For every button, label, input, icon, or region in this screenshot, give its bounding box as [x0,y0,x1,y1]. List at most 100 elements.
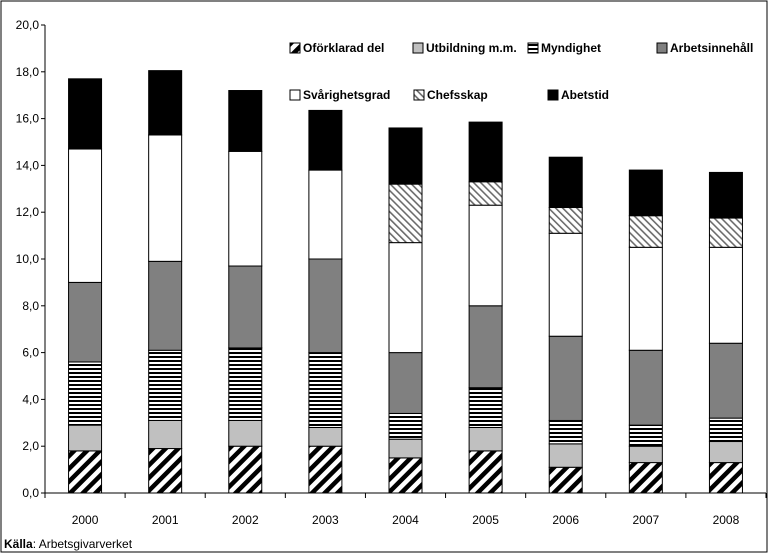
bar-segment-arbetsinnehåll-2008 [708,342,743,419]
bar-segment-myndighet-2008 [708,417,743,443]
bar-segment-utbildning-m-m--2001 [148,419,183,450]
bars [68,70,743,494]
bar-segment-svårighetsgrad-2003 [308,169,343,260]
x-tick-label: 2008 [713,513,740,527]
y-tick-label: 12,0 [16,205,40,219]
legend-swatch-oförklarad-del [289,42,301,54]
y-tick-label: 0,0 [22,486,39,500]
bar-segment-abetstid-2008 [708,171,743,219]
bar-segment-oförklarad-del-2005 [468,450,503,494]
legend-swatch-utbildning-m-m- [412,42,424,54]
y-tick-label: 6,0 [22,346,39,360]
bar-segment-myndighet-2004 [388,412,423,440]
bar-segment-abetstid-2004 [388,127,423,185]
bar-segment-chefsskap-2005 [468,181,503,206]
bar-segment-svårighetsgrad-2005 [468,204,503,307]
bar-segment-svårighetsgrad-2000 [68,148,103,283]
bar-segment-svårighetsgrad-2008 [708,246,743,344]
bar-segment-chefsskap-2004 [388,183,423,244]
bar-segment-utbildning-m-m--2005 [468,426,503,452]
legend-label-myndighet: Myndighet [541,41,601,55]
bar-segment-oförklarad-del-2004 [388,457,423,494]
bar-segment-arbetsinnehåll-2003 [308,258,343,354]
legend-label-oförklarad-del: Oförklarad del [303,41,384,55]
bar-segment-oförklarad-del-2000 [68,450,103,494]
x-tick-label: 2002 [232,513,259,527]
bar-segment-myndighet-2006 [548,419,583,445]
legend-label-chefsskap: Chefsskap [427,88,488,102]
bar-segment-abetstid-2006 [548,156,583,209]
bar-segment-svårighetsgrad-2007 [628,246,663,351]
legend-swatch-chefsskap [413,89,425,101]
bar-segment-abetstid-2000 [68,78,103,150]
y-tick-label: 2,0 [22,439,39,453]
bar-segment-svårighetsgrad-2006 [548,232,583,337]
bar-segment-utbildning-m-m--2008 [708,441,743,464]
legend-label-abetstid: Abetstid [561,88,609,102]
bar-segment-myndighet-2003 [308,352,343,428]
bar-segment-utbildning-m-m--2004 [388,438,423,459]
bar-segment-oförklarad-del-2006 [548,466,583,494]
bar-segment-abetstid-2001 [148,70,183,136]
source-note: Källa: Arbetsgivarverket [4,537,132,551]
x-tick-label: 2007 [632,513,659,527]
bar-segment-oförklarad-del-2001 [148,448,183,494]
legend-label-utbildning-m-m-: Utbildning m.m. [426,41,517,55]
bar-segment-utbildning-m-m--2002 [228,419,263,447]
bar-segment-oförklarad-del-2007 [628,462,663,494]
x-tick-label: 2003 [312,513,339,527]
legend-swatch-myndighet [527,42,539,54]
bar-segment-abetstid-2005 [468,121,503,183]
legend: Oförklarad del Utbildning m.m. Myndighet Ar… [289,41,753,102]
bar-segment-arbetsinnehåll-2007 [628,349,663,426]
bar-segment-utbildning-m-m--2006 [548,443,583,468]
x-tick-label: 2000 [72,513,99,527]
legend-swatch-arbetsinnehåll [656,42,668,54]
bar-segment-myndighet-2001 [148,349,183,421]
bar-segment-oförklarad-del-2002 [228,445,263,494]
bar-segment-utbildning-m-m--2000 [68,424,103,452]
bar-segment-svårighetsgrad-2004 [388,242,423,354]
x-tick-label: 2006 [552,513,579,527]
axes: 0,0 2,0 4,0 6,0 8,0 10,0 12,0 14,0 16,0 18,0 20,0 2… [16,18,767,527]
bar-segment-abetstid-2002 [228,90,263,152]
bar-segment-abetstid-2003 [308,109,343,171]
y-tick-label: 4,0 [22,392,39,406]
bar-segment-oförklarad-del-2008 [708,462,743,494]
legend-swatch-abetstid [547,89,559,101]
bar-segment-myndighet-2007 [628,424,663,447]
bar-segment-chefsskap-2007 [628,215,663,248]
bar-segment-chefsskap-2006 [548,207,583,234]
x-tick-label: 2001 [152,513,179,527]
source-text: : Arbetsgivarverket [32,537,133,551]
bar-segment-arbetsinnehåll-2005 [468,305,503,389]
x-tick-label: 2004 [392,513,419,527]
legend-label-svårighetsgrad: Svårighetsgrad [303,88,390,102]
bar-segment-arbetsinnehåll-2001 [148,260,183,351]
y-tick-label: 16,0 [16,112,40,126]
x-tick-label: 2005 [472,513,499,527]
y-tick-label: 14,0 [16,158,40,172]
bar-segment-arbetsinnehåll-2000 [68,281,103,363]
bar-segment-svårighetsgrad-2001 [148,134,183,262]
bar-segment-oförklarad-del-2003 [308,445,343,494]
bar-segment-arbetsinnehåll-2004 [388,352,423,414]
bar-segment-svårighetsgrad-2002 [228,150,263,267]
bar-segment-myndighet-2000 [68,361,103,426]
source-label: Källa [4,537,33,551]
bar-segment-abetstid-2007 [628,169,663,217]
bar-segment-utbildning-m-m--2003 [308,426,343,447]
legend-label-arbetsinnehåll: Arbetsinnehåll [670,41,753,55]
y-tick-label: 10,0 [16,252,40,266]
bar-segment-arbetsinnehåll-2002 [228,265,263,349]
bar-segment-myndighet-2005 [468,387,503,428]
legend-swatch-svårighetsgrad [289,89,301,101]
y-tick-label: 20,0 [16,18,40,32]
y-tick-label: 8,0 [22,299,39,313]
bar-segment-utbildning-m-m--2007 [628,445,663,464]
bar-segment-myndighet-2002 [228,347,263,421]
bar-segment-chefsskap-2008 [708,217,743,248]
bar-segment-arbetsinnehåll-2006 [548,335,583,421]
